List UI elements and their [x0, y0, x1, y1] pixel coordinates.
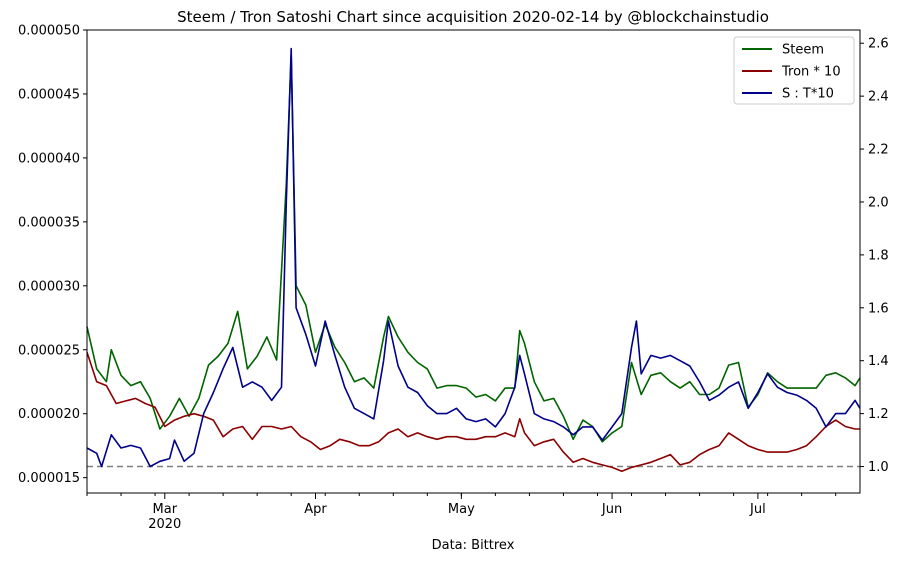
legend-label: S : T*10	[782, 87, 834, 102]
left-y-tick-label: 0.000015	[18, 471, 80, 486]
right-y-tick-label: 2.4	[868, 90, 889, 105]
right-y-axis: 1.0 1.2 1.4 1.6 1.8 2.0 2.2 2.4 2.6	[860, 37, 889, 475]
left-y-tick-label: 0.000045	[18, 87, 80, 102]
plot-frame	[86, 29, 861, 494]
plot-area	[86, 29, 861, 494]
right-y-tick-label: 1.6	[868, 301, 889, 316]
left-y-tick-label: 0.000025	[18, 343, 80, 358]
left-y-tick-label: 0.000035	[18, 215, 80, 230]
right-y-tick-label: 2.0	[868, 195, 889, 210]
right-y-tick-label: 2.2	[868, 143, 889, 158]
x-tick-label: Apr	[304, 502, 327, 517]
legend-label: Steem	[782, 43, 824, 58]
x-tick-label: Mar	[153, 502, 178, 517]
left-y-axis: 0.000015 0.000020 0.000025 0.000030 0.000035…	[18, 24, 87, 486]
right-y-tick-label: 1.8	[868, 248, 889, 263]
right-y-tick-label: 1.0	[868, 460, 889, 475]
chart-title: Steem / Tron Satoshi Chart since acquisi…	[177, 8, 769, 26]
series-line-2	[86, 47, 861, 468]
left-y-tick-label: 0.000020	[18, 407, 80, 422]
series-line-1	[86, 352, 860, 473]
x-tick-label: May	[448, 502, 475, 517]
x-tick-label: Jun	[601, 502, 622, 517]
x-tick-label: Jul	[749, 502, 766, 517]
x-axis-label: Data: Bittrex	[432, 538, 515, 553]
left-y-tick-label: 0.000030	[18, 279, 80, 294]
series-line-0	[86, 54, 861, 443]
left-y-tick-label: 0.000040	[18, 151, 80, 166]
right-y-tick-label: 1.4	[868, 354, 889, 369]
legend-box	[733, 36, 855, 105]
right-y-tick-label: 2.6	[868, 37, 889, 52]
left-y-tick-label: 0.000050	[18, 24, 80, 39]
x-tick-sublabel: 2020	[148, 517, 181, 532]
right-y-tick-label: 1.2	[868, 407, 889, 422]
legend: Steem Tron * 10 S : T*10	[733, 36, 855, 105]
legend-label: Tron * 10	[781, 65, 841, 80]
